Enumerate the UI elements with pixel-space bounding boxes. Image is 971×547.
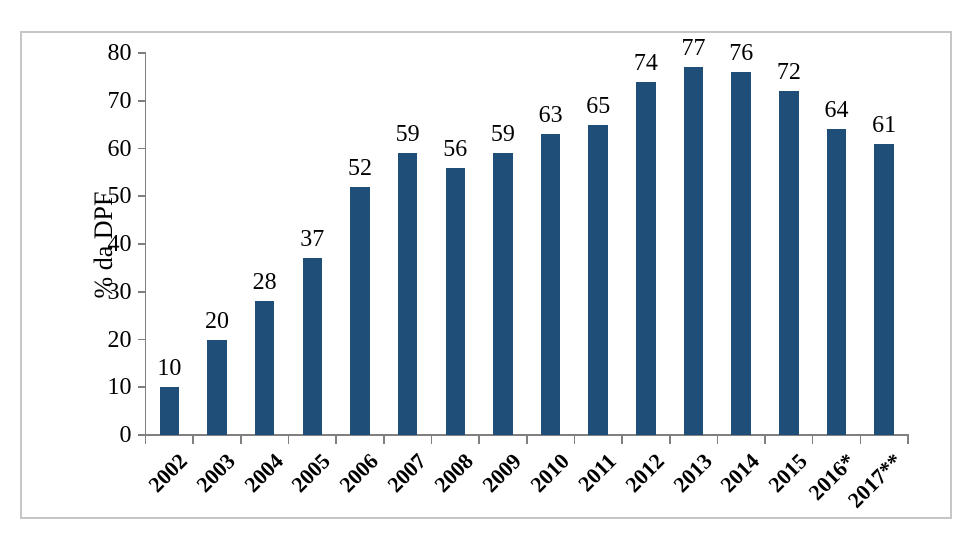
y-tick-mark — [137, 386, 146, 389]
x-tick-mark — [907, 435, 909, 444]
bar-value-label: 76 — [729, 40, 754, 67]
y-tick-label: 30 — [107, 278, 132, 305]
y-tick-label: 20 — [107, 326, 132, 353]
x-tick-mark — [192, 435, 194, 444]
y-tick-mark — [137, 147, 146, 150]
y-tick-label: 60 — [107, 135, 132, 162]
x-tick-mark — [287, 435, 290, 444]
x-tick-mark — [335, 435, 337, 444]
y-tick-mark — [137, 243, 146, 245]
bar-2014 — [731, 72, 751, 435]
bar-2003 — [207, 339, 227, 435]
y-tick-mark — [137, 99, 146, 102]
y-tick-mark — [137, 290, 146, 293]
y-tick-label: 10 — [107, 374, 132, 401]
bar-2017 — [874, 143, 894, 435]
y-tick-label: 80 — [107, 40, 132, 66]
bar-value-label: 63 — [538, 102, 563, 129]
bar-2011 — [588, 124, 608, 435]
y-tick-mark — [137, 434, 146, 436]
bar-2004 — [254, 301, 275, 435]
bar-value-label: 28 — [252, 269, 277, 296]
bar-value-label: 72 — [776, 59, 801, 86]
y-tick-label: 70 — [107, 87, 132, 114]
bar-value-label: 59 — [490, 121, 515, 148]
bar-2012 — [636, 81, 656, 435]
y-tick-mark — [137, 52, 146, 54]
bar-value-label: 20 — [204, 307, 229, 334]
bar-2015 — [779, 91, 799, 435]
x-tick-mark — [859, 435, 862, 444]
x-tick-mark — [525, 435, 528, 444]
bar-value-label: 64 — [824, 97, 849, 124]
bar-value-label: 65 — [586, 92, 611, 119]
x-tick-mark — [144, 435, 147, 444]
bar-2010 — [540, 134, 561, 435]
bar-value-label: 56 — [443, 135, 468, 162]
bar-2005 — [302, 258, 323, 435]
bar-2008 — [445, 167, 466, 435]
bar-2016 — [826, 129, 847, 435]
x-tick-mark — [764, 435, 766, 444]
x-tick-mark — [573, 435, 576, 444]
bar-value-label: 37 — [300, 226, 325, 253]
bar-2009 — [493, 153, 513, 435]
bar-2007 — [397, 153, 418, 435]
x-tick-mark — [430, 435, 433, 444]
bar-value-label: 74 — [633, 49, 658, 76]
x-tick-mark — [716, 435, 719, 444]
y-tick-label: 40 — [107, 231, 132, 257]
x-tick-mark — [382, 435, 385, 444]
y-tick-mark — [137, 195, 146, 198]
y-tick-mark — [137, 338, 146, 341]
bar-value-label: 77 — [681, 35, 706, 62]
bar-2013 — [683, 67, 704, 435]
bar-value-label: 61 — [872, 111, 897, 138]
y-tick-label: 50 — [107, 183, 132, 210]
x-tick-mark — [478, 435, 480, 444]
bar-value-label: 10 — [157, 355, 182, 382]
x-tick-mark — [668, 435, 671, 444]
y-tick-label: 0 — [119, 422, 132, 448]
bar-2002 — [159, 387, 180, 435]
x-axis-line — [144, 434, 909, 436]
bar-2006 — [350, 186, 370, 435]
x-tick-mark — [240, 435, 242, 444]
bar-value-label: 59 — [395, 121, 420, 148]
x-tick-mark — [811, 435, 814, 444]
bar-value-label: 52 — [347, 154, 372, 181]
x-tick-mark — [621, 435, 623, 444]
